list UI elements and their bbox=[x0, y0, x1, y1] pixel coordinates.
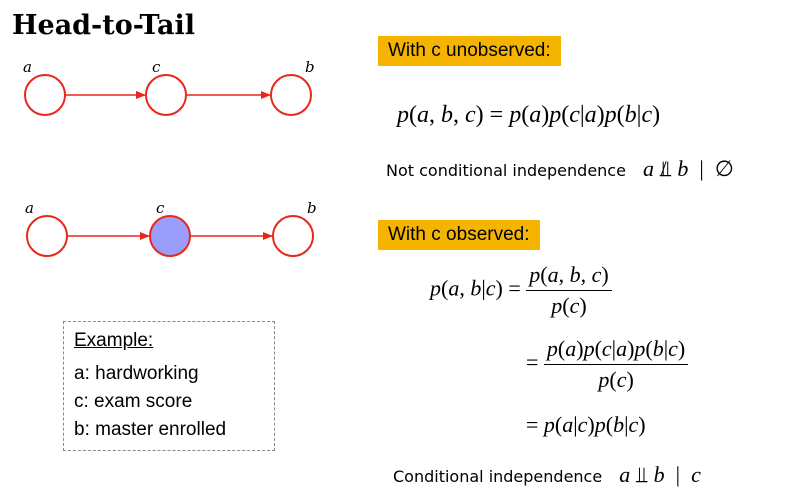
node-label-a: a bbox=[23, 58, 32, 76]
example-box: Example: a: hardworking c: exam score b:… bbox=[63, 321, 275, 451]
node-label-b: b bbox=[307, 199, 317, 217]
conditional-derivation: p(a, b|c) = p(a, b, c) p(c) = p(a)p(c|a)p… bbox=[430, 262, 800, 452]
joint-factorization: p(a, b, c) = p(a)p(c|a)p(b|c) bbox=[397, 102, 661, 128]
observed-banner: With c observed: bbox=[378, 220, 540, 250]
not-independence-label: Not conditional independence bbox=[386, 161, 626, 180]
node-b bbox=[272, 215, 314, 257]
example-row-c: c: exam score bbox=[74, 391, 193, 412]
node-c bbox=[145, 74, 187, 116]
node-label-a: a bbox=[25, 199, 34, 217]
node-a bbox=[26, 215, 68, 257]
example-heading: Example: bbox=[74, 330, 154, 351]
node-a bbox=[24, 74, 66, 116]
node-c-observed bbox=[149, 215, 191, 257]
derivation-line-2: = p(a)p(c|a)p(b|c) p(c) bbox=[526, 336, 689, 393]
not-independence-formula: a ⫫ / b | ∅ bbox=[643, 156, 734, 181]
independence-formula: a ⫫ b | c bbox=[619, 462, 701, 487]
slide-title: Head-to-Tail bbox=[12, 10, 196, 41]
derivation-line-1: p(a, b|c) = p(a, b, c) p(c) bbox=[430, 262, 612, 319]
node-label-c: c bbox=[156, 199, 165, 217]
node-b bbox=[270, 74, 312, 116]
example-row-b: b: master enrolled bbox=[74, 419, 227, 440]
example-row-a: a: hardworking bbox=[74, 363, 199, 384]
independence-label: Conditional independence bbox=[393, 467, 603, 486]
independence-note: Conditional independence a ⫫ b | c bbox=[393, 462, 701, 488]
not-independence-note: Not conditional independence a ⫫ / b | ∅ bbox=[386, 156, 734, 182]
unobserved-banner: With c unobserved: bbox=[378, 36, 561, 66]
node-label-b: b bbox=[305, 58, 315, 76]
node-label-c: c bbox=[152, 58, 161, 76]
derivation-line-3: = p(a|c)p(b|c) bbox=[526, 412, 646, 437]
